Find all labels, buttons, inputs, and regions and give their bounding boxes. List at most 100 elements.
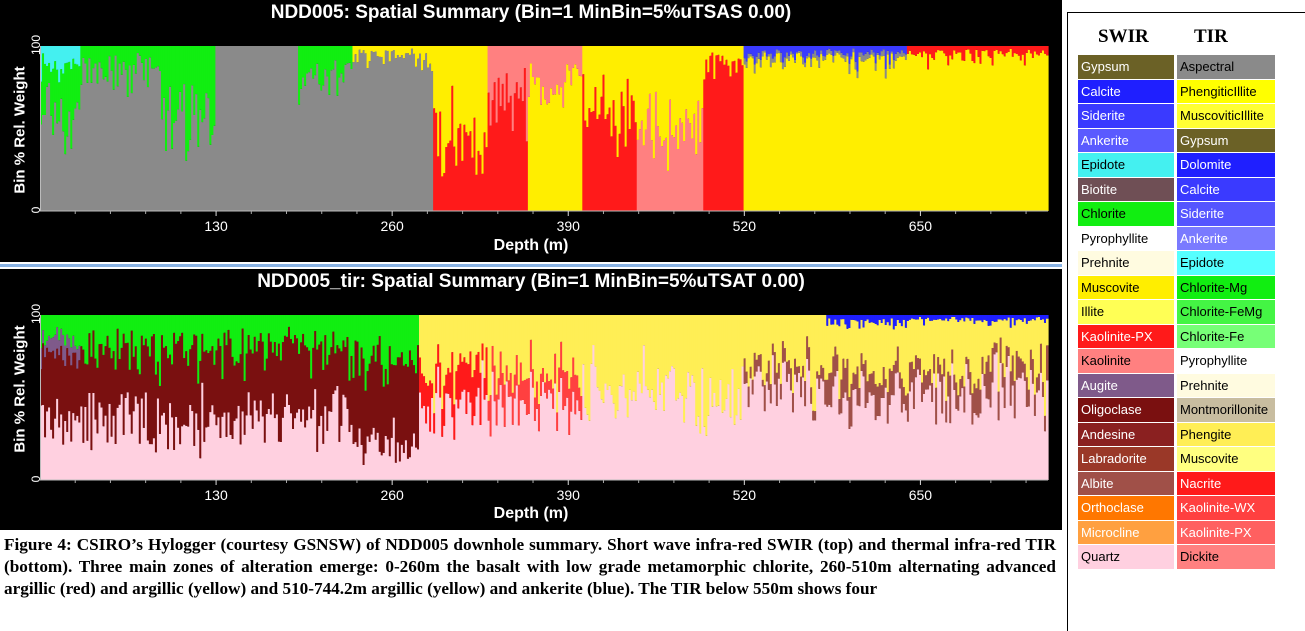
swir-bar-segment <box>558 94 561 211</box>
swir-depth-bin <box>449 46 452 211</box>
tir-depth-bin <box>277 315 281 480</box>
tir-bar-segment <box>858 315 862 329</box>
tir-bar-segment <box>493 315 497 366</box>
swir-depth-bin <box>781 46 785 211</box>
swir-depth-bin <box>683 46 686 211</box>
swir-bar-segment <box>469 46 473 132</box>
tir-bar-segment <box>955 319 958 383</box>
swir-bar-segment <box>806 46 809 56</box>
tir-bar-segment <box>846 328 850 359</box>
tir-bar-segment <box>225 345 229 437</box>
tir-bar-segment <box>906 320 910 394</box>
tir-bar-segment <box>914 377 918 480</box>
tir-bar-segment <box>612 403 616 480</box>
swir-bar-segment <box>350 46 354 69</box>
swir-depth-bin <box>388 46 392 211</box>
tir-bar-segment <box>108 347 112 404</box>
tir-depth-bin <box>592 315 595 480</box>
tir-bar-segment <box>233 420 237 480</box>
tir-bar-segment <box>253 400 257 480</box>
swir-depth-bin <box>507 46 511 211</box>
swir-bar-segment <box>850 59 854 211</box>
swir-bar-segment <box>211 134 214 211</box>
swir-bar-segment <box>360 52 364 211</box>
tir-bar-segment <box>894 360 898 374</box>
swir-depth-bin <box>106 46 110 211</box>
swir-bar-segment <box>412 46 416 54</box>
tir-bar-segment <box>98 402 102 480</box>
tir-bar-segment <box>223 412 227 480</box>
swir-depth-bin <box>977 46 981 211</box>
swir-legend-item: Microcline <box>1078 520 1174 545</box>
tir-bar-segment <box>880 315 884 323</box>
swir-depth-bin <box>414 46 418 211</box>
swir-depth-bin <box>664 46 668 211</box>
tir-bar-segment <box>880 385 884 398</box>
tir-depth-bin <box>74 315 77 480</box>
tir-bar-segment <box>358 428 362 480</box>
tir-bar-segment <box>64 345 67 366</box>
tir-depth-bin <box>427 315 430 480</box>
swir-depth-bin <box>979 46 983 211</box>
swir-bar-segment <box>985 46 989 51</box>
tir-bar-segment <box>848 397 852 429</box>
swir-depth-bin <box>459 46 462 211</box>
tir-depth-bin <box>900 315 904 480</box>
tir-bar-segment <box>820 365 823 379</box>
swir-bar-segment <box>890 46 894 52</box>
swir-bar-segment <box>50 46 53 72</box>
swir-depth-bin <box>820 46 823 211</box>
swir-bar-segment <box>511 46 515 132</box>
tir-bar-segment <box>852 390 856 480</box>
tir-bar-segment <box>511 424 515 480</box>
tir-bar-segment <box>156 398 160 480</box>
tir-bar-segment <box>574 414 577 480</box>
tir-bar-segment <box>352 315 356 378</box>
tir-legend-item: Aspectral <box>1177 55 1275 80</box>
tir-bar-segment <box>558 367 561 392</box>
tir-bar-segment <box>759 371 763 480</box>
tir-bar-segment <box>294 335 297 419</box>
tir-depth-bin <box>735 315 739 480</box>
tir-bar-segment <box>154 452 158 480</box>
swir-bar-segment <box>596 119 600 211</box>
tir-depth-bin <box>118 315 122 480</box>
swir-bar-segment <box>152 68 156 211</box>
tir-bar-segment <box>743 358 747 384</box>
swir-bar-segment <box>749 53 753 57</box>
tir-depth-bin <box>304 315 307 480</box>
tir-depth-bin <box>316 315 319 480</box>
swir-bar-segment <box>719 61 723 211</box>
swir-bar-segment <box>552 46 555 95</box>
tir-depth-bin <box>269 315 273 480</box>
tir-bar-segment <box>771 315 775 344</box>
swir-bar-segment <box>445 46 448 148</box>
tir-bar-segment <box>654 315 658 410</box>
swir-depth-bin <box>1011 46 1015 211</box>
tir-bar-segment <box>941 374 944 414</box>
tir-bar-segment <box>804 381 807 407</box>
tir-bar-segment <box>961 375 964 389</box>
tir-bar-segment <box>826 325 829 380</box>
tir-depth-bin <box>225 315 229 480</box>
tir-bar-segment <box>769 315 773 385</box>
swir-depth-bin <box>753 46 757 211</box>
swir-bar-segment <box>886 50 890 55</box>
tir-depth-bin <box>570 315 573 480</box>
swir-bar-segment <box>519 46 523 88</box>
tir-bar-segment <box>995 352 999 480</box>
tir-bar-segment <box>52 438 55 480</box>
tir-bar-segment <box>82 442 85 480</box>
swir-bar-segment <box>719 46 723 62</box>
swir-bar-segment <box>892 59 896 69</box>
swir-bar-segment <box>320 46 323 91</box>
swir-depth-bin <box>798 46 801 212</box>
swir-bar-segment <box>844 55 847 62</box>
tir-depth-bin <box>92 315 96 480</box>
swir-bar-segment <box>358 46 362 50</box>
swir-bar-segment <box>697 100 700 211</box>
tir-bar-segment <box>983 315 987 320</box>
swir-bar-segment <box>1021 54 1025 211</box>
swir-bar-segment <box>796 53 799 211</box>
swir-bar-segment <box>515 46 519 83</box>
